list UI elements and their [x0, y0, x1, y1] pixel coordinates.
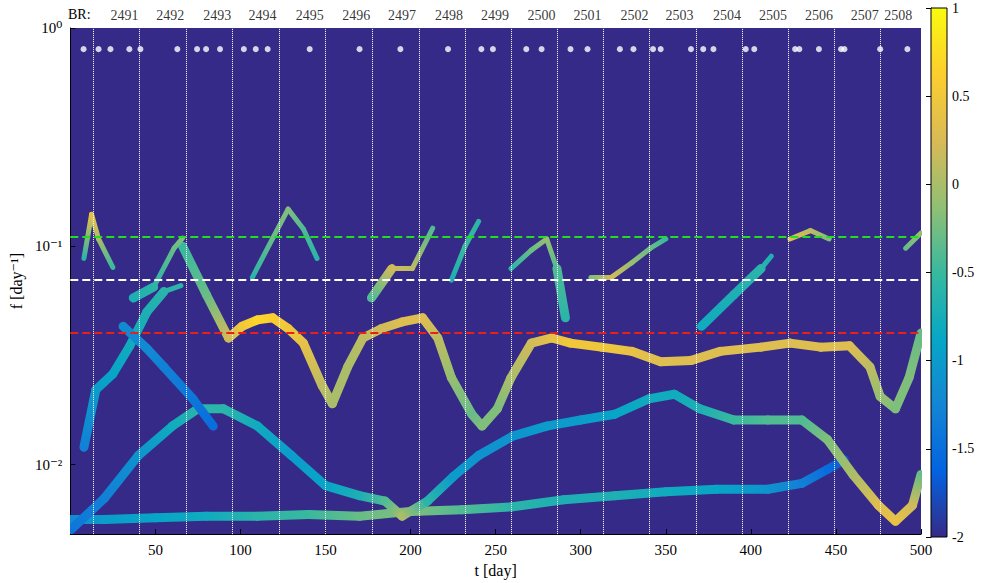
- svg-text:2504: 2504: [713, 8, 741, 23]
- svg-text:250: 250: [484, 542, 507, 558]
- svg-text:2500: 2500: [528, 8, 556, 23]
- svg-text:f [day⁻¹]: f [day⁻¹]: [8, 253, 26, 309]
- svg-text:2502: 2502: [620, 8, 648, 23]
- svg-text:-1.5: -1.5: [952, 441, 974, 456]
- svg-text:2496: 2496: [342, 8, 370, 23]
- svg-text:2495: 2495: [296, 8, 324, 23]
- svg-text:2499: 2499: [481, 8, 509, 23]
- svg-text:2498: 2498: [435, 8, 463, 23]
- svg-text:1: 1: [952, 1, 959, 16]
- svg-text:10⁻¹: 10⁻¹: [35, 238, 62, 254]
- svg-text:-1: -1: [952, 353, 964, 368]
- svg-text:2505: 2505: [759, 8, 787, 23]
- svg-text:100: 100: [229, 542, 252, 558]
- svg-text:10⁻²: 10⁻²: [35, 457, 63, 473]
- svg-text:2497: 2497: [388, 8, 416, 23]
- svg-text:200: 200: [399, 542, 422, 558]
- svg-text:0.5: 0.5: [952, 89, 970, 104]
- svg-text:t [day]: t [day]: [475, 562, 517, 580]
- svg-text:2507: 2507: [851, 8, 879, 23]
- svg-text:10⁰: 10⁰: [41, 20, 62, 36]
- svg-text:50: 50: [148, 542, 163, 558]
- svg-text:2492: 2492: [156, 8, 184, 23]
- svg-text:2501: 2501: [574, 8, 602, 23]
- svg-text:2506: 2506: [805, 8, 833, 23]
- svg-text:500: 500: [910, 542, 933, 558]
- svg-text:450: 450: [825, 542, 848, 558]
- svg-text:2494: 2494: [249, 8, 277, 23]
- svg-text:BR:: BR:: [68, 7, 91, 22]
- svg-text:2503: 2503: [665, 8, 693, 23]
- svg-text:-0.5: -0.5: [952, 265, 974, 280]
- svg-text:150: 150: [314, 542, 337, 558]
- svg-text:350: 350: [655, 542, 678, 558]
- svg-text:2508: 2508: [884, 8, 912, 23]
- svg-text:0: 0: [952, 177, 959, 192]
- svg-text:400: 400: [740, 542, 763, 558]
- svg-text:2491: 2491: [110, 8, 138, 23]
- svg-text:-2: -2: [952, 530, 964, 545]
- svg-text:300: 300: [569, 542, 592, 558]
- svg-text:2493: 2493: [203, 8, 231, 23]
